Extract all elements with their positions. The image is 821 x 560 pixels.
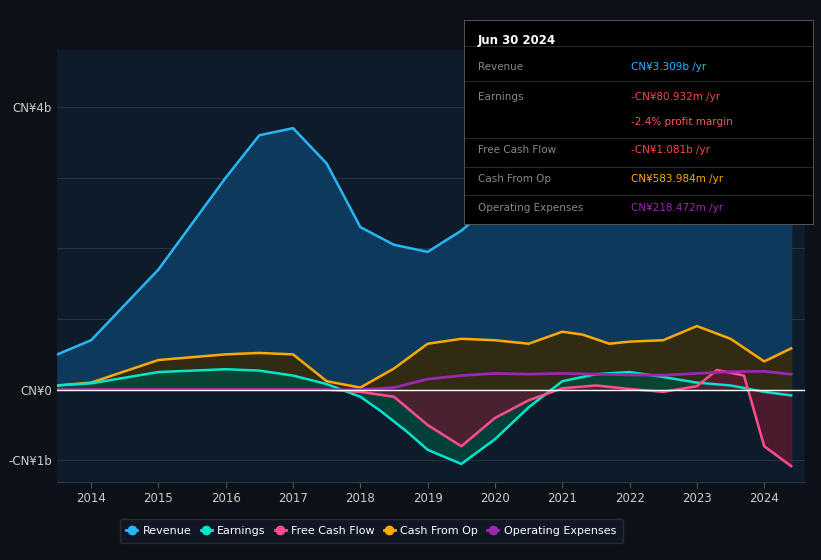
Text: -CN¥80.932m /yr: -CN¥80.932m /yr (631, 92, 721, 102)
Text: CN¥3.309b /yr: CN¥3.309b /yr (631, 62, 707, 72)
Text: Earnings: Earnings (478, 92, 523, 102)
Text: Free Cash Flow: Free Cash Flow (478, 146, 556, 156)
Text: Operating Expenses: Operating Expenses (478, 203, 583, 213)
Text: Cash From Op: Cash From Op (478, 174, 551, 184)
Text: -2.4% profit margin: -2.4% profit margin (631, 117, 733, 127)
Text: Revenue: Revenue (478, 62, 523, 72)
Legend: Revenue, Earnings, Free Cash Flow, Cash From Op, Operating Expenses: Revenue, Earnings, Free Cash Flow, Cash … (120, 519, 623, 543)
Text: CN¥218.472m /yr: CN¥218.472m /yr (631, 203, 723, 213)
Text: Jun 30 2024: Jun 30 2024 (478, 34, 556, 47)
Text: CN¥583.984m /yr: CN¥583.984m /yr (631, 174, 723, 184)
Text: -CN¥1.081b /yr: -CN¥1.081b /yr (631, 146, 710, 156)
